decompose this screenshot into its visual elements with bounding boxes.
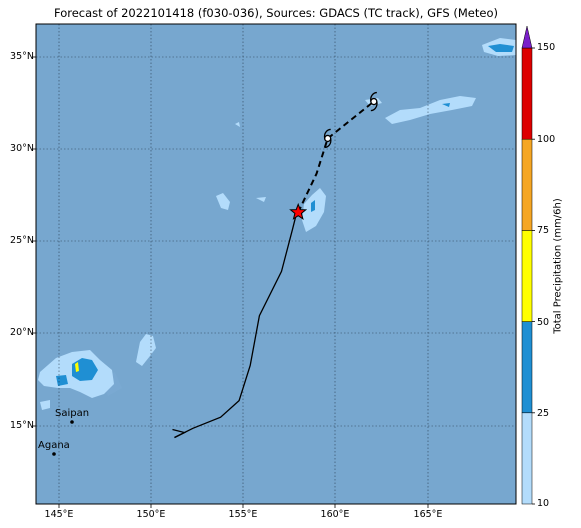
colorbar	[521, 25, 535, 505]
lon-label-160: 160°E	[320, 509, 350, 520]
colorbar-tick-25: 25	[537, 408, 550, 419]
lon-label-150: 150°E	[136, 509, 166, 520]
place-label-saipan: Saipan	[55, 408, 90, 419]
colorbar-tick-50: 50	[537, 317, 550, 328]
colorbar-tick-75: 75	[537, 225, 550, 236]
current-position-star-icon	[289, 202, 308, 220]
colorbar-tick-100: 100	[537, 134, 556, 145]
colorbar-tick-150: 150	[537, 42, 556, 53]
cyclone-symbol-icon	[323, 128, 332, 149]
graticule	[36, 24, 516, 504]
colorbar-tick-10: 10	[537, 498, 550, 509]
precipitation-medium	[56, 44, 514, 386]
colorbar-segment	[521, 138, 533, 231]
lat-label-15: 15°N	[10, 420, 34, 431]
observed-track-line	[174, 214, 297, 439]
agana-marker	[52, 452, 56, 456]
map-title: Forecast of 2022101418 (f030-036), Sourc…	[54, 6, 498, 20]
lat-label-25: 25°N	[10, 235, 34, 246]
forecast-track-line	[297, 100, 375, 213]
lat-label-30: 30°N	[10, 143, 34, 154]
lat-label-20: 20°N	[10, 327, 34, 338]
lon-label-165: 165°E	[413, 509, 443, 520]
colorbar-extension	[521, 25, 533, 49]
colorbar-segment	[521, 321, 533, 414]
map-frame	[35, 23, 517, 505]
lat-label-35: 35°N	[10, 51, 34, 62]
colorbar-segment	[521, 47, 533, 140]
lon-label-145: 145°E	[44, 509, 74, 520]
ocean-background	[36, 24, 516, 504]
colorbar-segment	[521, 412, 533, 505]
colorbar-segment	[521, 230, 533, 322]
axis-ticks	[32, 56, 429, 508]
place-label-agana: Agana	[38, 440, 70, 451]
cyclone-symbol-icon	[370, 91, 378, 112]
lon-label-155: 155°E	[228, 509, 258, 520]
track-start-marker	[172, 428, 187, 439]
precipitation-heavy	[75, 362, 79, 372]
saipan-marker	[70, 420, 74, 424]
